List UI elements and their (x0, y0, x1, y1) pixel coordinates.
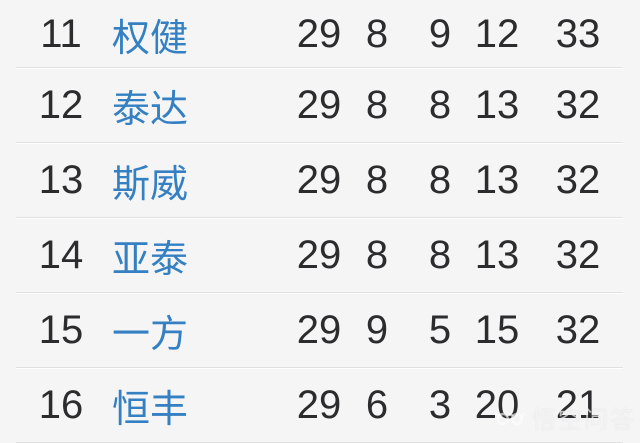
team-link[interactable]: 一方 (112, 314, 189, 356)
table-row[interactable]: 15 一方 29 9 5 15 32 (0, 293, 640, 368)
team-link[interactable]: 亚泰 (112, 239, 189, 281)
played-cell: 29 (296, 308, 342, 352)
played-cell: 29 (296, 158, 342, 202)
rank-cell: 15 (38, 308, 84, 352)
table-row[interactable]: 11 权健 29 8 9 12 33 (0, 0, 640, 68)
played-cell: 29 (296, 383, 342, 427)
draws-cell: 5 (428, 308, 452, 352)
table-row[interactable]: 12 泰达 29 8 8 13 32 (0, 68, 640, 143)
rank-cell: 14 (38, 233, 84, 277)
points-cell: 33 (555, 11, 601, 56)
losses-cell: 12 (474, 11, 520, 56)
losses-cell: 13 (474, 83, 520, 127)
points-cell: 32 (555, 233, 601, 277)
team-link[interactable]: 泰达 (112, 89, 189, 131)
played-cell: 29 (296, 83, 342, 127)
draws-cell: 9 (428, 11, 452, 56)
table-row[interactable]: 16 恒丰 29 6 3 20 21 (0, 368, 640, 443)
wins-cell: 6 (365, 383, 389, 427)
draws-cell: 8 (428, 233, 452, 277)
draws-cell: 3 (428, 383, 452, 427)
points-cell: 32 (555, 83, 601, 127)
table-row[interactable]: 13 斯威 29 8 8 13 32 (0, 143, 640, 218)
losses-cell: 20 (474, 383, 520, 427)
losses-cell: 13 (474, 233, 520, 277)
wins-cell: 8 (365, 11, 389, 56)
points-cell: 32 (555, 158, 601, 202)
rank-cell: 11 (40, 11, 82, 56)
rank-cell: 12 (38, 83, 84, 127)
played-cell: 29 (296, 11, 342, 56)
wins-cell: 8 (365, 158, 389, 202)
table-row[interactable]: 14 亚泰 29 8 8 13 32 (0, 218, 640, 293)
draws-cell: 8 (428, 83, 452, 127)
losses-cell: 13 (474, 158, 520, 202)
rank-cell: 13 (38, 158, 84, 202)
losses-cell: 15 (474, 308, 520, 352)
wins-cell: 9 (365, 308, 389, 352)
team-link[interactable]: 恒丰 (112, 389, 189, 431)
draws-cell: 8 (428, 158, 452, 202)
rank-cell: 16 (38, 383, 84, 427)
wins-cell: 8 (365, 83, 389, 127)
points-cell: 21 (555, 383, 601, 427)
played-cell: 29 (296, 233, 342, 277)
points-cell: 32 (555, 308, 601, 352)
team-link[interactable]: 斯威 (112, 164, 189, 206)
team-link[interactable]: 权健 (112, 17, 189, 60)
wins-cell: 8 (365, 233, 389, 277)
